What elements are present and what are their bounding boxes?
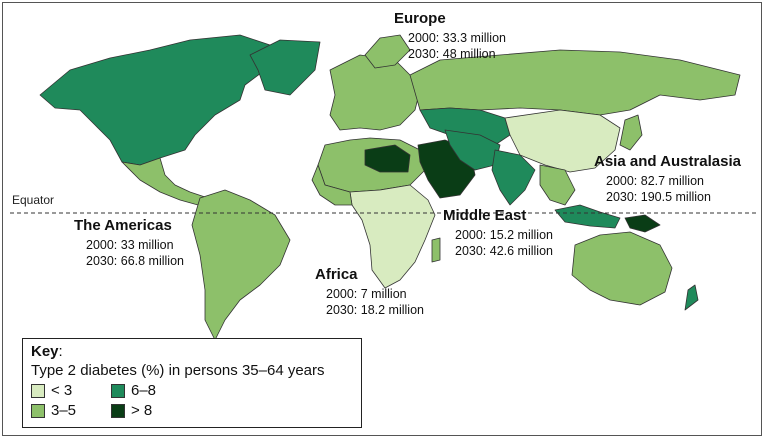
- middle-east-title: Middle East: [443, 207, 527, 224]
- sub-saharan-africa: [349, 184, 436, 289]
- americas-stats: 2000: 33 million 2030: 66.8 million: [86, 237, 184, 269]
- key-item-6-8: 6–8: [111, 382, 231, 399]
- south-america: [191, 189, 291, 341]
- asia-2030: 2030: 190.5 million: [606, 190, 711, 204]
- swatch-6-8: [111, 383, 125, 398]
- africa-2000: 2000: 7 million: [326, 287, 407, 301]
- mexico-central-america: [121, 157, 206, 206]
- key-label-6-8: 6–8: [131, 382, 157, 399]
- north-america: [39, 34, 271, 166]
- key-subtitle: Type 2 diabetes (%) in persons 35–64 yea…: [31, 362, 325, 379]
- new-zealand: [684, 284, 699, 311]
- indonesia: [554, 204, 621, 229]
- key-items: < 3 6–8 3–5 > 8: [31, 382, 353, 419]
- africa-stats: 2000: 7 million 2030: 18.2 million: [326, 286, 424, 318]
- middle-east-2000: 2000: 15.2 million: [455, 228, 553, 242]
- americas-2030: 2030: 66.8 million: [86, 254, 184, 268]
- southeast-asia: [539, 164, 576, 206]
- americas-title: The Americas: [74, 217, 172, 234]
- swatch-gt8: [111, 403, 125, 418]
- central-asia: [419, 107, 511, 146]
- australia: [571, 231, 673, 306]
- europe-annotation: Europe: [394, 10, 446, 27]
- middle-east-stats: 2000: 15.2 million 2030: 42.6 million: [455, 227, 553, 259]
- africa-title: Africa: [315, 266, 358, 283]
- scandinavia: [364, 34, 411, 69]
- china: [504, 109, 621, 173]
- asia-2000: 2000: 82.7 million: [606, 174, 704, 188]
- key-label-lt3: < 3: [51, 382, 73, 399]
- equator-label: Equator: [12, 193, 55, 207]
- asia-stats: 2000: 82.7 million 2030: 190.5 million: [606, 173, 711, 205]
- europe-2030: 2030: 48 million: [408, 47, 496, 61]
- key-label-gt8: > 8: [131, 402, 153, 419]
- americas-annotation: The Americas: [74, 217, 172, 234]
- key-title: Key:: [31, 343, 353, 360]
- key-title-text: Key: [31, 343, 59, 360]
- libya-egypt: [364, 144, 411, 173]
- greenland: [249, 39, 321, 96]
- asia-title: Asia and Australasia: [594, 153, 742, 170]
- key-item-3-5: 3–5: [31, 402, 111, 419]
- middle-east-annotation: Middle East: [443, 207, 526, 224]
- asia-annotation: Asia and Australasia: [594, 153, 741, 170]
- legend-key: Key: Type 2 diabetes (%) in persons 35–6…: [22, 338, 362, 428]
- swatch-3-5: [31, 403, 45, 418]
- middle-east-2030: 2030: 42.6 million: [455, 244, 553, 258]
- key-label-3-5: 3–5: [51, 402, 77, 419]
- europe-title: Europe: [394, 10, 446, 27]
- africa-2030: 2030: 18.2 million: [326, 303, 424, 317]
- india: [491, 149, 536, 206]
- key-item-lt3: < 3: [31, 382, 111, 399]
- madagascar: [431, 237, 441, 263]
- west-africa: [311, 164, 353, 206]
- swatch-lt3: [31, 383, 45, 398]
- iran-pakistan: [444, 129, 501, 171]
- africa-annotation: Africa: [315, 266, 358, 283]
- papua-new-guinea: [624, 214, 661, 233]
- japan: [619, 114, 643, 151]
- americas-2000: 2000: 33 million: [86, 238, 174, 252]
- europe-stats: 2000: 33.3 million 2030: 48 million: [408, 30, 506, 62]
- europe-2000: 2000: 33.3 million: [408, 31, 506, 45]
- key-item-gt8: > 8: [111, 402, 231, 419]
- key-title-colon: :: [58, 343, 63, 360]
